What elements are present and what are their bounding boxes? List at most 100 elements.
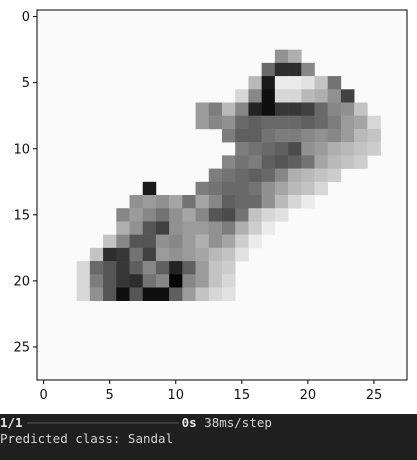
pixel-cell [327, 155, 342, 169]
pixel-cell [248, 115, 262, 130]
pixel-cell [261, 89, 276, 103]
pixel-cell [155, 234, 170, 249]
x-tick-label: 5 [106, 388, 114, 403]
pixel-cell [261, 208, 276, 222]
pixel-cell [208, 261, 223, 275]
pixel-cell [103, 287, 117, 302]
pixel-cell [142, 247, 157, 262]
pixel-cell [182, 208, 196, 222]
pixel-cell [274, 76, 289, 90]
pixel-cell [195, 247, 210, 262]
pixel-cell [261, 128, 276, 143]
axis-ticks: 0 5 10 15 20 25 0 5 10 15 20 25 [13, 10, 382, 403]
pixel-cell [367, 128, 381, 143]
pixel-cell [169, 261, 183, 275]
pixel-cell [169, 208, 183, 222]
pixel-cell [327, 115, 342, 130]
pixel-cell [76, 261, 91, 275]
pixel-cell [288, 62, 302, 77]
pixel-cell [129, 208, 144, 222]
pixel-cell [222, 181, 236, 196]
plot-area: 0 5 10 15 20 25 0 5 10 15 20 25 [13, 9, 408, 403]
pixel-cell [340, 115, 355, 130]
pixel-cell [314, 102, 329, 117]
pixel-cell [116, 221, 130, 235]
pixel-cell [208, 168, 223, 183]
pixel-cell [222, 115, 236, 130]
pixel-cell [222, 247, 236, 262]
pixel-cell [222, 221, 236, 235]
pixel-cell [208, 234, 223, 249]
pixel-cell [76, 287, 91, 302]
pixel-cells [37, 10, 407, 380]
pixel-cell [235, 128, 249, 143]
pixel-cell [274, 208, 289, 222]
pixel-cell [248, 128, 262, 143]
pixel-cell [367, 142, 381, 156]
pixel-cell [182, 195, 196, 209]
pixel-cell [155, 208, 170, 222]
x-tick-label: 10 [167, 388, 184, 403]
pixel-cell [367, 115, 381, 130]
pixel-cell [288, 195, 302, 209]
pixel-cell [222, 128, 236, 143]
pixel-cell [327, 168, 342, 183]
pixel-cell [340, 142, 355, 156]
pixel-cell [208, 208, 223, 222]
x-tick-label: 20 [300, 388, 317, 403]
pixel-cell [248, 195, 262, 209]
pixel-cell [155, 261, 170, 275]
pixel-cell [222, 168, 236, 183]
pixel-cell [208, 247, 223, 262]
pixel-cell [103, 274, 117, 288]
x-tick-label: 0 [39, 388, 47, 403]
pixel-cell [288, 102, 302, 117]
pixel-cell [261, 181, 276, 196]
pixel-cell [354, 155, 368, 169]
pixel-cell [288, 89, 302, 103]
pixel-cell [274, 181, 289, 196]
pixel-cell [261, 102, 276, 117]
pixel-cell [169, 234, 183, 249]
y-tick-label: 0 [22, 10, 30, 25]
x-tick-label: 15 [234, 388, 251, 403]
prediction-line: Predicted class: Sandal [0, 431, 174, 446]
pixel-cell [195, 195, 210, 209]
pixel-cell [89, 247, 104, 262]
pixel-cell [222, 102, 236, 117]
pixel-cell [288, 142, 302, 156]
pixel-cell [314, 168, 329, 183]
pixel-cell [261, 168, 276, 183]
pixel-cell [354, 142, 368, 156]
pixel-cell [116, 287, 130, 302]
pixel-cell [261, 142, 276, 156]
y-tick-label: 25 [13, 340, 30, 355]
progress-rate: 38ms/step [204, 415, 272, 430]
pixel-cell [195, 115, 210, 130]
pixel-cell [116, 208, 130, 222]
pixel-cell [235, 221, 249, 235]
pixel-cell [248, 234, 262, 249]
pixel-cell [301, 89, 315, 103]
pixel-cell [169, 221, 183, 235]
pixel-cell [314, 181, 329, 196]
pixel-cell [129, 261, 144, 275]
pixel-cell [195, 287, 210, 302]
pixel-cell [340, 102, 355, 117]
pixel-cell [274, 89, 289, 103]
pixel-cell [288, 181, 302, 196]
pixel-cell [235, 181, 249, 196]
pixel-cell [235, 168, 249, 183]
pixel-cell [155, 221, 170, 235]
pixel-cell [208, 221, 223, 235]
pixel-cell [301, 142, 315, 156]
pixel-cell [155, 287, 170, 302]
pixel-cell [274, 168, 289, 183]
console-output: 1/1 0s 38ms/step Predicted class: Sandal [0, 414, 417, 460]
pixel-cell [155, 195, 170, 209]
pixel-cell [222, 287, 236, 302]
pixel-cell [261, 115, 276, 130]
pixel-cell [222, 274, 236, 288]
pixel-cell [182, 287, 196, 302]
pixel-cell [182, 274, 196, 288]
